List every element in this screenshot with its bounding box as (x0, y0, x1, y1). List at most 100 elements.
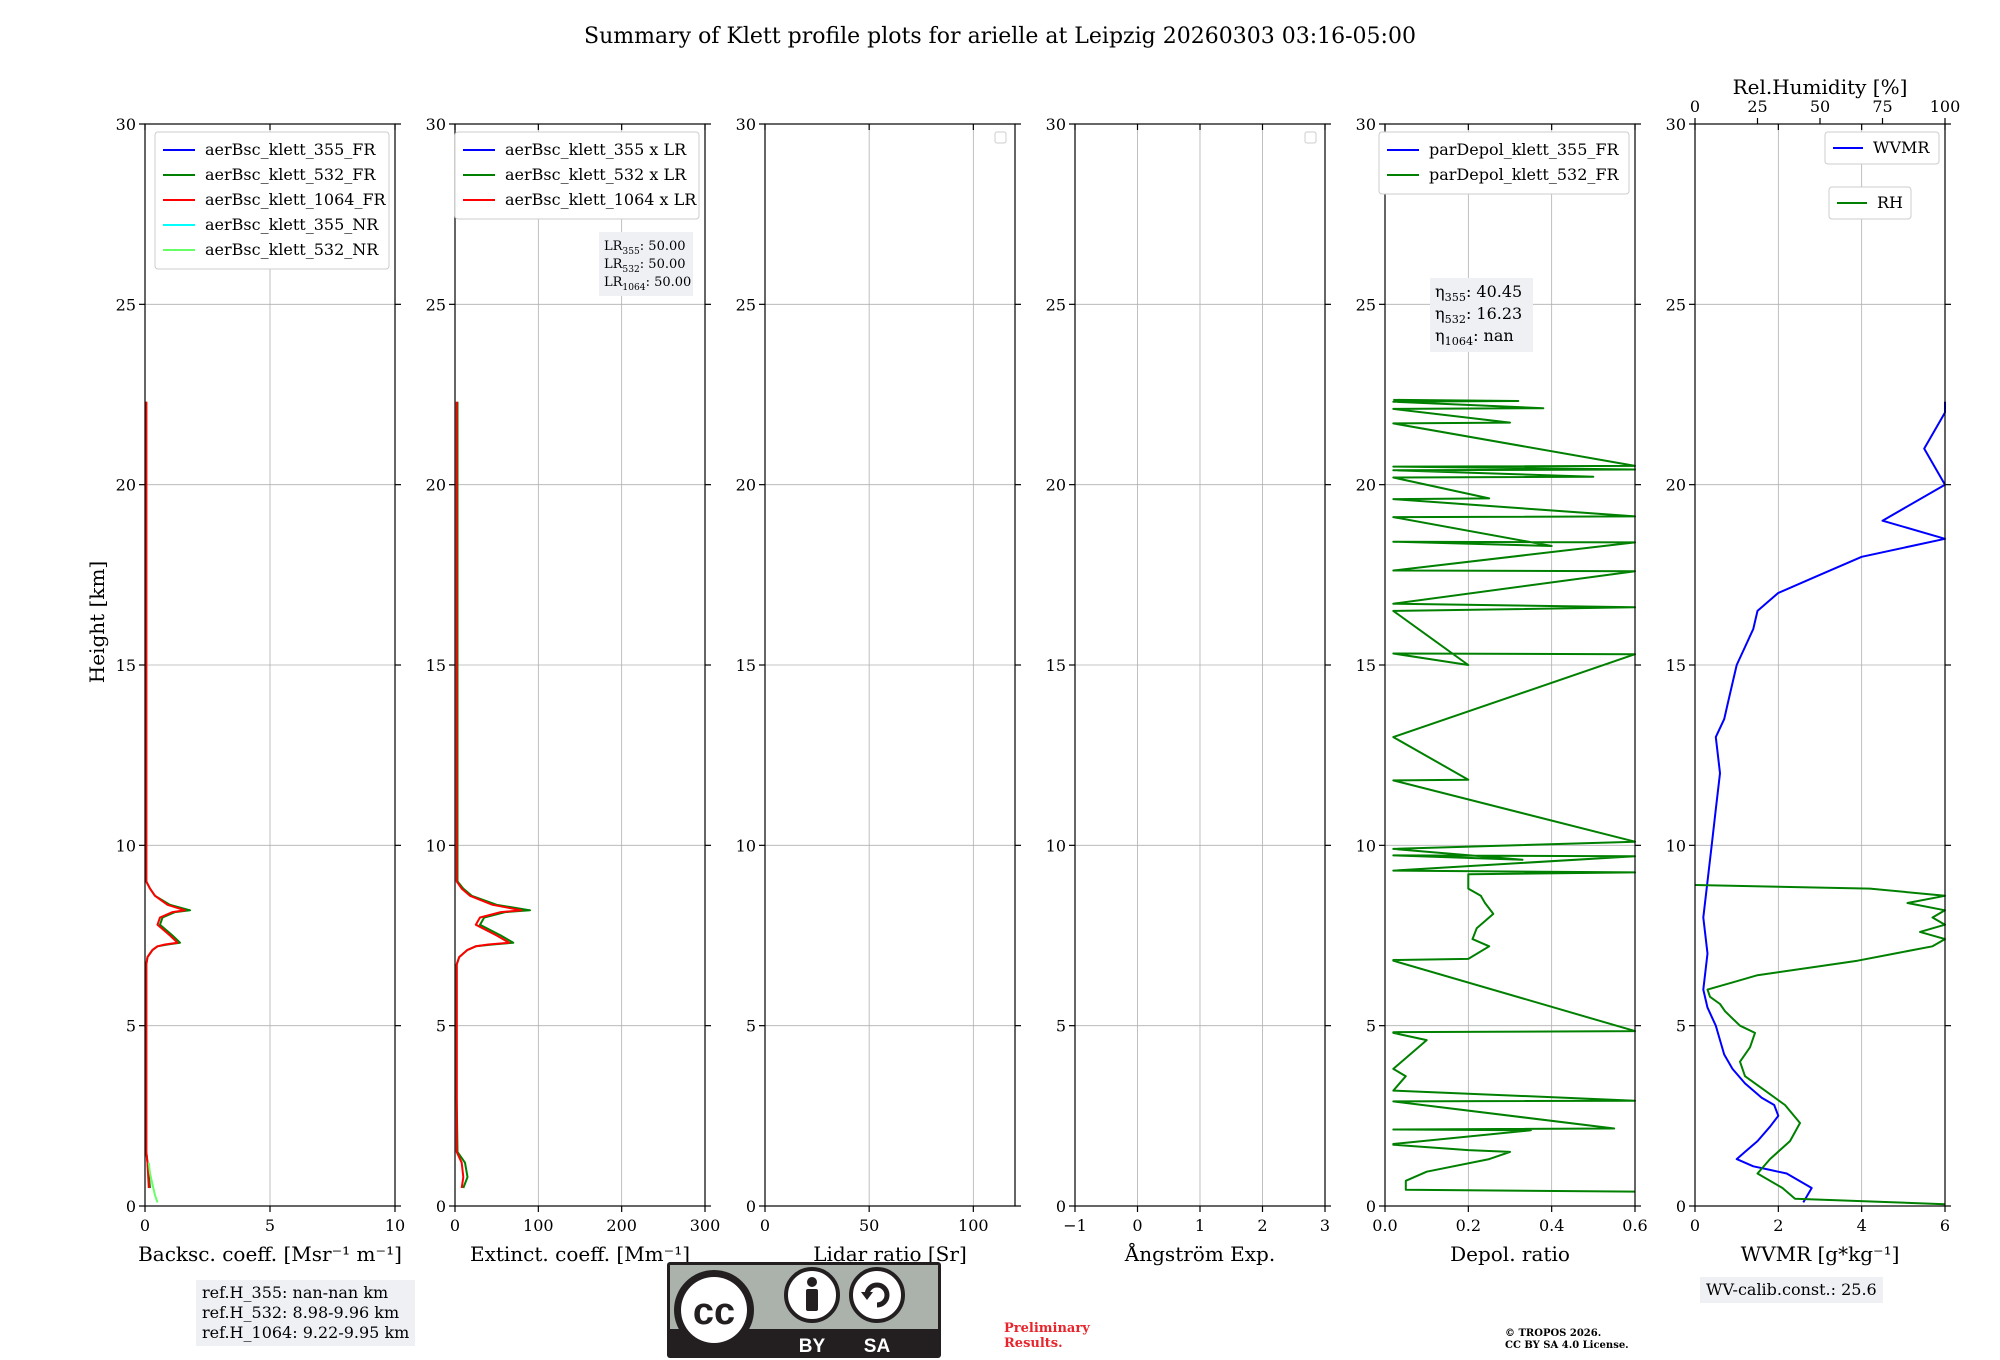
ref-height-1064: ref.H_1064: 9.22-9.95 km (202, 1323, 410, 1342)
x-tick-label: 300 (690, 1216, 721, 1235)
x-tick-label: 100 (958, 1216, 989, 1235)
y-tick-label: 15 (1666, 656, 1686, 675)
y-tick-label: 20 (1666, 476, 1686, 495)
y-tick-label: 25 (426, 295, 446, 314)
series-line-aerBsc_klett_532_NR (147, 1162, 159, 1203)
y-tick-label: 5 (126, 1017, 136, 1036)
legend-label: WVMR (1873, 138, 1930, 157)
legend-label: aerBsc_klett_1064 x LR (505, 190, 697, 209)
legend-label: aerBsc_klett_532_FR (205, 165, 376, 184)
lidar-ratio-value: LR1064: 50.00 (604, 275, 691, 293)
legend-box (1378, 131, 1630, 195)
series-line-aerBsc_klett_532 x LR (455, 401, 531, 1189)
legend-box (154, 131, 390, 270)
legend-box (1824, 131, 1940, 165)
height-axis-label: Height [km] (85, 561, 109, 683)
x-axis-label: WVMR [g*kg⁻¹] (1741, 1242, 1900, 1266)
y-tick-label: 25 (1356, 295, 1376, 314)
y-tick-label: 15 (1356, 656, 1376, 675)
wv-calibration: WV-calib.const.: 25.6 (1700, 1277, 1883, 1303)
x-tick-label: 0 (1132, 1216, 1142, 1235)
cc-logo-text: cc (693, 1291, 735, 1333)
y-tick-label: 15 (736, 656, 756, 675)
x-tick-label: 2 (1257, 1216, 1267, 1235)
x2-tick-label: 50 (1810, 97, 1830, 116)
x2-tick-label: 0 (1690, 97, 1700, 116)
x-axis-label: Depol. ratio (1450, 1242, 1570, 1266)
y-tick-label: 15 (116, 656, 136, 675)
y-tick-label: 10 (1046, 836, 1066, 855)
y-tick-label: 20 (116, 476, 136, 495)
x-tick-label: 0 (140, 1216, 150, 1235)
series-line-parDepol_klett_532_FR (1392, 398, 1636, 1193)
eta-value: η1064: nan (1435, 326, 1514, 348)
x-tick-label: 0.6 (1622, 1216, 1647, 1235)
x-tick-label: 50 (859, 1216, 879, 1235)
y-tick-label: 30 (116, 115, 136, 134)
y-tick-label: 5 (1366, 1017, 1376, 1036)
share-alike-icon (849, 1267, 905, 1323)
y-tick-label: 10 (426, 836, 446, 855)
lidar-ratio-value: LR355: 50.00 (604, 239, 686, 257)
sa-label: SA (864, 1336, 891, 1357)
series-line-aerBsc_klett_532_FR (145, 401, 191, 1189)
y-tick-label: 0 (746, 1197, 756, 1216)
preliminary-note: Preliminary Results. (1004, 1321, 1090, 1351)
x2-tick-label: 25 (1747, 97, 1767, 116)
series-line-aerBsc_klett_1064 x LR (455, 401, 523, 1189)
y-tick-label: 0 (1676, 1197, 1686, 1216)
figure-title: Summary of Klett profile plots for ariel… (584, 24, 1416, 49)
legend-label: aerBsc_klett_532_NR (205, 240, 379, 259)
reference-heights: ref.H_355: nan-nan km ref.H_532: 8.98-9.… (196, 1280, 416, 1346)
legend-label: aerBsc_klett_355 x LR (505, 140, 687, 159)
y-tick-label: 25 (736, 295, 756, 314)
x-tick-label: 0 (760, 1216, 770, 1235)
x-tick-label: 100 (523, 1216, 554, 1235)
empty-legend-box (1304, 131, 1317, 144)
legend-label: parDepol_klett_532_FR (1429, 165, 1620, 184)
y-tick-label: 5 (1676, 1017, 1686, 1036)
preliminary-line-2: Results. (1004, 1336, 1063, 1351)
y-tick-label: 20 (1046, 476, 1066, 495)
x-tick-label: −1 (1063, 1216, 1087, 1235)
legend-box (454, 131, 700, 220)
x-tick-label: 200 (606, 1216, 637, 1235)
x-axis-label: Extinct. coeff. [Mm⁻¹] (470, 1242, 690, 1266)
y-tick-label: 20 (1356, 476, 1376, 495)
x-tick-label: 0.4 (1539, 1216, 1564, 1235)
series-line-WVMR (1702, 401, 1946, 1203)
copyright-line-2: CC BY SA 4.0 License. (1505, 1340, 1629, 1351)
x-tick-label: 10 (385, 1216, 405, 1235)
y-tick-label: 20 (736, 476, 756, 495)
y-tick-label: 25 (1046, 295, 1066, 314)
cc-license-badge: cc BY SA (667, 1262, 941, 1358)
x-tick-label: 5 (265, 1216, 275, 1235)
wv-calib-text: WV-calib.const.: 25.6 (1706, 1280, 1877, 1299)
x-tick-label: 0.2 (1456, 1216, 1481, 1235)
x-tick-label: 4 (1857, 1216, 1867, 1235)
x2-tick-label: 75 (1872, 97, 1892, 116)
y-tick-label: 15 (1046, 656, 1066, 675)
y-tick-label: 15 (426, 656, 446, 675)
y-tick-label: 30 (1046, 115, 1066, 134)
x-tick-label: 1 (1195, 1216, 1205, 1235)
y-tick-label: 30 (1666, 115, 1686, 134)
y-tick-label: 0 (1056, 1197, 1066, 1216)
y-tick-label: 5 (1056, 1017, 1066, 1036)
y-tick-label: 25 (116, 295, 136, 314)
preliminary-line-1: Preliminary (1004, 1321, 1090, 1336)
ref-height-355: ref.H_355: nan-nan km (202, 1283, 389, 1302)
y-tick-label: 20 (426, 476, 446, 495)
eta-value: η355: 40.45 (1435, 282, 1522, 304)
x-tick-label: 2 (1773, 1216, 1783, 1235)
panel-depolarization: 0 5 10 15 20 25 30 0.0 0.2 0.4 0.6 Depol. ratio parD… (1356, 115, 1648, 1266)
copyright-note: © TROPOS 2026. CC BY SA 4.0 License. (1505, 1328, 1629, 1352)
legend-box (1828, 186, 1912, 220)
by-label: BY (799, 1336, 826, 1357)
series-line-aerBsc_klett_1064_FR (145, 401, 186, 1189)
